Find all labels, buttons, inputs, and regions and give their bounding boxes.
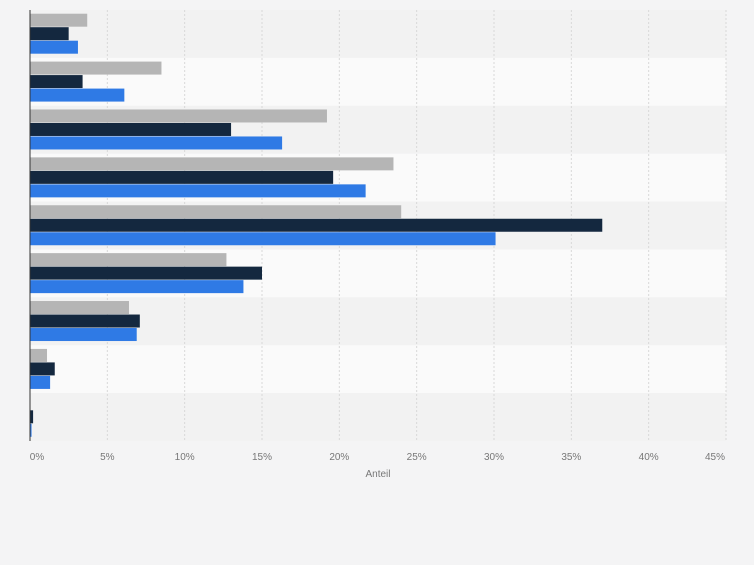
x-tick-label: 10% [175, 452, 195, 463]
bar[interactable] [30, 122, 232, 136]
bar[interactable] [30, 27, 69, 41]
bar[interactable] [30, 205, 402, 219]
x-tick-label: 5% [100, 452, 115, 463]
bar[interactable] [30, 75, 83, 89]
bar[interactable] [30, 348, 48, 362]
bar[interactable] [30, 170, 334, 184]
bar[interactable] [30, 410, 34, 424]
bar[interactable] [30, 88, 125, 102]
bar[interactable] [30, 232, 496, 246]
category-band [30, 393, 726, 441]
x-tick-label: 35% [561, 452, 581, 463]
bar[interactable] [30, 328, 137, 342]
bar[interactable] [30, 423, 32, 437]
bars [30, 13, 603, 437]
bar[interactable] [30, 362, 55, 376]
bar[interactable] [30, 109, 327, 123]
bar[interactable] [30, 184, 366, 198]
category-band [30, 345, 726, 394]
bar[interactable] [30, 136, 283, 150]
bar[interactable] [30, 375, 51, 389]
bar[interactable] [30, 13, 88, 27]
x-tick-labels: 0% 5% 10% 15% 20% 25% 30% 35% 40% 45% [30, 452, 725, 463]
x-tick-label: 45% [705, 452, 725, 463]
bar[interactable] [30, 157, 394, 171]
bar[interactable] [30, 218, 603, 232]
category-band [30, 297, 726, 346]
x-tick-label: 40% [639, 452, 659, 463]
category-band [30, 10, 726, 58]
x-tick-label: 30% [484, 452, 504, 463]
bar[interactable] [30, 280, 244, 294]
x-axis-label: Anteil [365, 469, 390, 480]
x-tick-label: 25% [407, 452, 427, 463]
bar[interactable] [30, 266, 262, 280]
x-tick-label: 15% [252, 452, 272, 463]
bar[interactable] [30, 40, 78, 54]
bar[interactable] [30, 301, 129, 315]
bar[interactable] [30, 61, 162, 75]
x-tick-label: 20% [329, 452, 349, 463]
x-tick-label: 0% [30, 452, 45, 463]
bar[interactable] [30, 314, 140, 328]
bar[interactable] [30, 253, 227, 267]
